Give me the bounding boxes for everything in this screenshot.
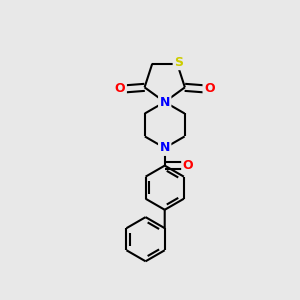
- Text: O: O: [183, 159, 193, 172]
- Text: N: N: [160, 141, 170, 154]
- Text: N: N: [160, 95, 170, 109]
- Text: S: S: [174, 56, 183, 69]
- Text: O: O: [204, 82, 214, 95]
- Text: O: O: [115, 82, 125, 95]
